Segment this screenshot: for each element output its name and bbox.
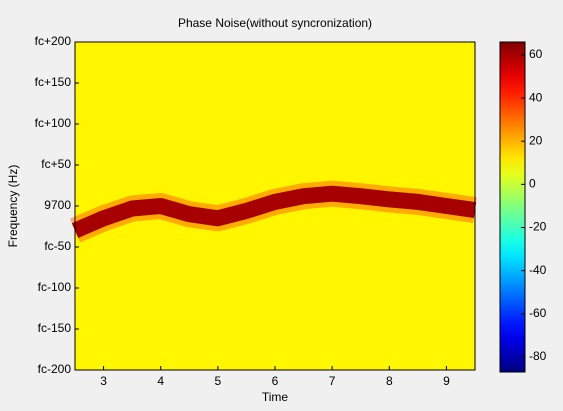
colorbar-tick-label: 40	[529, 90, 543, 104]
y-tick-label: fc+100	[35, 116, 72, 130]
x-tick-label: 9	[443, 374, 450, 388]
x-tick-label: 8	[386, 374, 393, 388]
colorbar-tick-label: -60	[529, 306, 547, 320]
y-tick-label: fc-150	[38, 321, 72, 335]
x-axis-label: Time	[262, 390, 289, 404]
y-tick-label: fc-100	[38, 280, 72, 294]
colorbar-tick-label: -80	[529, 349, 547, 363]
y-tick-label: fc-200	[38, 362, 72, 376]
colorbar-tick-label: 0	[529, 177, 536, 191]
x-tick-label: 4	[157, 374, 164, 388]
colorbar-tick-label: 60	[529, 47, 543, 61]
y-tick-label: 9700	[44, 198, 71, 212]
y-axis-label: Frequency (Hz)	[6, 165, 20, 248]
colorbar-tick-label: 20	[529, 133, 543, 147]
y-tick-label: fc+50	[41, 157, 71, 171]
colorbar-tick-label: -20	[529, 220, 547, 234]
colorbar-tick-label: -40	[529, 263, 547, 277]
ridge	[71, 185, 477, 238]
x-tick-label: 6	[272, 374, 279, 388]
chart-title: Phase Noise(without syncronization)	[178, 16, 372, 30]
x-tick-label: 3	[100, 374, 107, 388]
y-tick-label: fc+200	[35, 34, 72, 48]
y-tick-label: fc-50	[44, 239, 71, 253]
x-tick-label: 7	[329, 374, 336, 388]
x-tick-label: 5	[215, 374, 222, 388]
y-tick-label: fc+150	[35, 75, 72, 89]
colorbar	[499, 41, 526, 373]
